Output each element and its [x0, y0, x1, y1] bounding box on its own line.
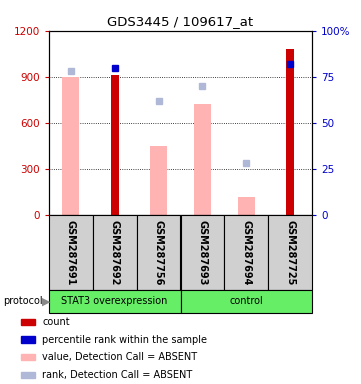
Bar	[268, 215, 312, 290]
Text: protocol: protocol	[4, 296, 43, 306]
Bar	[286, 49, 294, 215]
Title: GDS3445 / 109617_at: GDS3445 / 109617_at	[108, 15, 253, 28]
Text: GSM287691: GSM287691	[66, 220, 76, 285]
Bar	[180, 215, 225, 290]
Bar	[49, 290, 180, 313]
Text: GSM287694: GSM287694	[242, 220, 251, 285]
Text: value, Detection Call = ABSENT: value, Detection Call = ABSENT	[42, 353, 197, 362]
Text: ▶: ▶	[42, 296, 50, 306]
Bar	[238, 197, 255, 215]
Bar	[21, 336, 35, 343]
Bar	[111, 75, 118, 215]
Bar	[194, 104, 211, 215]
Bar	[225, 215, 268, 290]
Text: percentile rank within the sample: percentile rank within the sample	[42, 334, 207, 344]
Bar	[21, 354, 35, 361]
Text: count: count	[42, 317, 70, 327]
Bar	[150, 146, 167, 215]
Bar	[49, 215, 93, 290]
Text: STAT3 overexpression: STAT3 overexpression	[61, 296, 168, 306]
Bar	[21, 372, 35, 378]
Bar	[62, 77, 79, 215]
Bar	[21, 319, 35, 325]
Bar	[93, 215, 136, 290]
Bar	[136, 215, 180, 290]
Text: control: control	[230, 296, 263, 306]
Bar	[180, 290, 312, 313]
Text: GSM287725: GSM287725	[285, 220, 295, 285]
Text: GSM287692: GSM287692	[110, 220, 119, 285]
Text: rank, Detection Call = ABSENT: rank, Detection Call = ABSENT	[42, 370, 193, 380]
Text: GSM287693: GSM287693	[197, 220, 208, 285]
Text: GSM287756: GSM287756	[153, 220, 164, 285]
